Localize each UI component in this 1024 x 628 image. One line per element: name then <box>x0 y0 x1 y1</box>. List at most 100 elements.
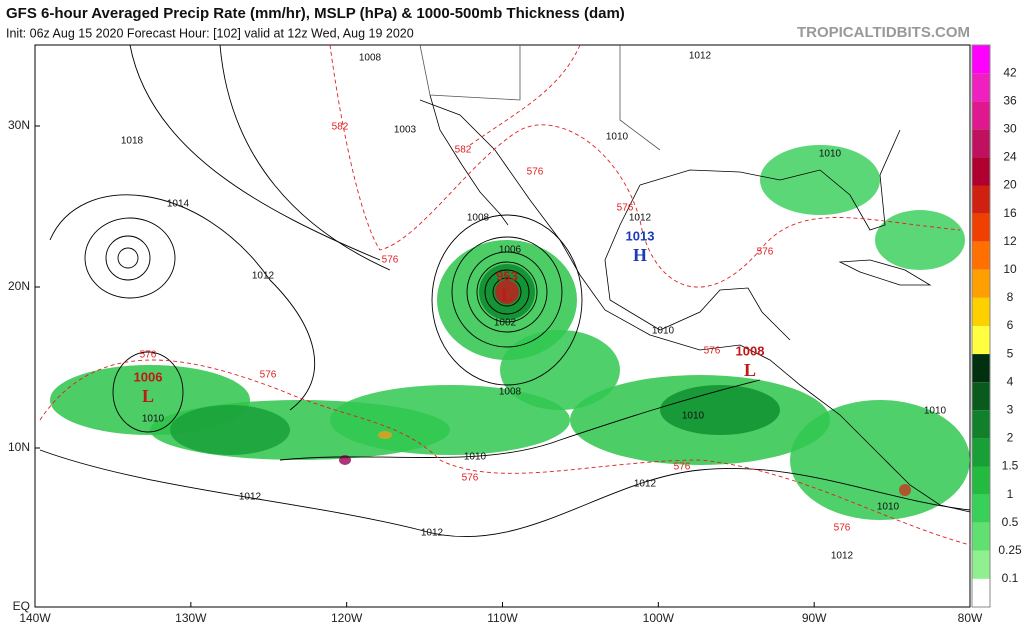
colorbar-label: 30 <box>1003 121 1017 135</box>
contour-label: 1008 <box>359 53 382 64</box>
lat-label: 30N <box>8 118 30 132</box>
colorbar-swatch <box>972 354 990 383</box>
contour-label: 1010 <box>606 132 629 143</box>
center-value: 1008 <box>736 343 765 358</box>
colorbar-swatch <box>972 213 990 242</box>
contour-label: 1008 <box>467 213 490 224</box>
colorbar-frame <box>971 44 991 608</box>
center-value: 1013 <box>626 228 655 243</box>
contour-label: 576 <box>704 346 721 357</box>
lon-label: 90W <box>802 611 827 625</box>
subtitle: Init: 06z Aug 15 2020 Forecast Hour: [10… <box>6 26 414 40</box>
contour-label: 1012 <box>629 213 652 224</box>
lon-label: 140W <box>19 611 51 625</box>
contour-label: 576 <box>260 370 277 381</box>
colorbar-label: 0.5 <box>1002 515 1019 529</box>
contour-label: 1012 <box>634 479 657 490</box>
contour-label: 576 <box>382 255 399 266</box>
colorbar-label: 16 <box>1003 206 1017 220</box>
lat-label: 10N <box>8 440 30 454</box>
cuba <box>838 259 932 286</box>
contour-label: 1002 <box>494 318 517 329</box>
colorbar-swatch <box>972 438 990 467</box>
colorbar-label: 1 <box>1007 487 1014 501</box>
contour-label: 1010 <box>682 411 705 422</box>
colorbar-label: 10 <box>1003 262 1017 276</box>
colorbar-swatch <box>972 101 990 130</box>
coastlines <box>419 44 971 513</box>
contour-label: 576 <box>140 350 157 361</box>
lon-label: 120W <box>331 611 363 625</box>
contour-label: 576 <box>617 203 634 214</box>
contour-label: 582 <box>455 145 472 156</box>
precip-area <box>339 455 351 465</box>
colorbar-swatch <box>972 241 990 270</box>
colorbar-label: 0.25 <box>998 543 1022 557</box>
lon-label: 100W <box>643 611 675 625</box>
contour-label: 1014 <box>167 199 190 210</box>
lon-label: 130W <box>175 611 207 625</box>
lon-label: 110W <box>487 611 518 625</box>
borders <box>419 44 661 151</box>
colorbar-swatch <box>972 326 990 355</box>
precip-area <box>378 431 392 439</box>
colorbar-label: 3 <box>1007 402 1014 416</box>
isobars <box>39 44 971 538</box>
contour-label: 1012 <box>239 492 262 503</box>
contour-label: 576 <box>757 247 774 258</box>
colorbar-swatch <box>972 522 990 551</box>
contour-label: 576 <box>834 523 851 534</box>
center-letter: L <box>142 386 154 406</box>
contour-labels: 1008 1018 1014 1012 582 576 1006 1008 1010 1012 10… <box>121 51 947 562</box>
center-letter: L <box>501 285 513 305</box>
precip-area <box>495 280 519 304</box>
contour-label: 1012 <box>252 271 275 282</box>
lat-label: EQ <box>13 599 30 613</box>
title: GFS 6-hour Averaged Precip Rate (mm/hr),… <box>6 5 625 22</box>
contour-label: 1010 <box>877 502 900 513</box>
colorbar-label: 0.1 <box>1002 571 1019 585</box>
contour-label: 576 <box>674 462 691 473</box>
colorbar-label: 12 <box>1003 234 1017 248</box>
colorbar: 42 36 30 24 20 16 12 10 8 6 5 4 3 2 1.5 1 0.5 0.25 0.1 <box>971 44 1022 608</box>
precip-area <box>899 484 911 496</box>
colorbar-swatch <box>972 578 990 607</box>
colorbar-label: 4 <box>1007 374 1014 388</box>
contour-label: 1006 <box>499 245 522 256</box>
site-name: TROPICALTIDBITS.COM <box>797 24 970 41</box>
precip-area <box>500 330 620 410</box>
colorbar-label: 36 <box>1003 93 1017 107</box>
colorbar-swatch <box>972 73 990 102</box>
precip-area <box>170 405 290 455</box>
contour-label: 1012 <box>831 551 854 562</box>
colorbar-swatch <box>972 382 990 411</box>
colorbar-label: 5 <box>1007 346 1014 360</box>
colorbar-swatch <box>972 185 990 214</box>
colorbar-label: 8 <box>1007 290 1014 304</box>
precip-area <box>660 385 780 435</box>
contour-label: 1010 <box>819 149 842 160</box>
colorbar-label: 24 <box>1003 150 1017 164</box>
contour-label: 576 <box>462 473 479 484</box>
colorbar-label: 2 <box>1007 431 1014 445</box>
contour-label: 1010 <box>142 414 165 425</box>
contour-label: 1012 <box>421 528 444 539</box>
colorbar-swatch <box>972 494 990 523</box>
center-letter: H <box>633 245 647 265</box>
precip-area <box>760 145 880 215</box>
contour-label: 582 <box>332 122 349 133</box>
colorbar-swatch <box>972 466 990 495</box>
colorbar-swatch <box>972 410 990 439</box>
precip-area <box>875 210 965 270</box>
colorbar-swatch <box>972 550 990 579</box>
center-value: 1006 <box>134 369 163 384</box>
contour-label: 1003 <box>394 125 417 136</box>
lon-label: 80W <box>958 611 983 625</box>
pacific-coast <box>419 99 971 513</box>
thickness-contours <box>39 44 971 546</box>
baja-coast <box>429 94 509 226</box>
center-letter: L <box>744 360 756 380</box>
contour-label: 1018 <box>121 136 144 147</box>
lat-label: 20N <box>8 279 30 293</box>
